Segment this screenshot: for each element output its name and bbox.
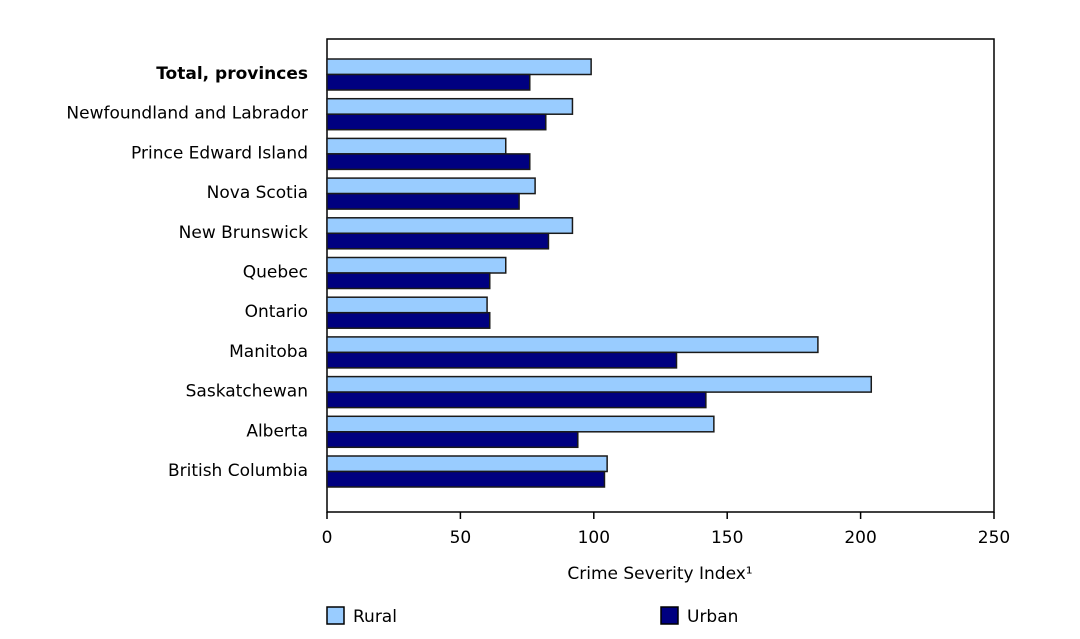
bar-rural — [326, 415, 715, 433]
bar-rural — [326, 177, 536, 195]
bar-urban — [326, 153, 531, 171]
category-label: Nova Scotia — [207, 183, 308, 203]
legend-label-urban: Urban — [687, 607, 738, 627]
category-label: Saskatchewan — [186, 382, 308, 402]
category-label: British Columbia — [168, 461, 308, 481]
bar-rural — [326, 217, 574, 235]
bar-urban — [326, 113, 547, 131]
legend-swatch-rural — [326, 606, 345, 625]
category-label: Manitoba — [229, 342, 308, 362]
category-label: Alberta — [246, 421, 308, 441]
bar-urban — [326, 391, 707, 409]
bar-rural — [326, 336, 819, 354]
category-label: New Brunswick — [179, 223, 309, 243]
category-label: Ontario — [245, 302, 308, 322]
bar-urban — [326, 232, 550, 250]
bar-rural — [326, 455, 608, 473]
bar-rural — [326, 256, 507, 274]
x-tick-label: 100 — [578, 528, 610, 548]
category-label: Total, provinces — [156, 64, 308, 84]
bar-urban — [326, 431, 579, 449]
bar-rural — [326, 137, 507, 155]
bar-rural — [326, 296, 488, 314]
bar-rural — [326, 58, 592, 76]
bar-urban — [326, 311, 491, 329]
category-label: Prince Edward Island — [131, 143, 308, 163]
category-label: Quebec — [243, 263, 308, 283]
x-tick-label: 0 — [322, 528, 333, 548]
bar-urban — [326, 470, 606, 488]
bar-rural — [326, 97, 574, 115]
legend-swatch-urban — [660, 606, 679, 625]
category-label: Newfoundland and Labrador — [66, 104, 308, 124]
x-tick-label: 200 — [844, 528, 876, 548]
bar-urban — [326, 192, 520, 210]
bar-urban — [326, 73, 531, 91]
x-tick-label: 50 — [450, 528, 472, 548]
bar-urban — [326, 272, 491, 290]
bar-urban — [326, 351, 678, 369]
x-tick-label: 150 — [711, 528, 743, 548]
legend: Rural Urban — [326, 606, 738, 627]
legend-label-rural: Rural — [353, 607, 397, 627]
x-axis-label: Crime Severity Index¹ — [567, 564, 752, 584]
bar-rural — [326, 375, 873, 393]
x-tick-label: 250 — [978, 528, 1010, 548]
